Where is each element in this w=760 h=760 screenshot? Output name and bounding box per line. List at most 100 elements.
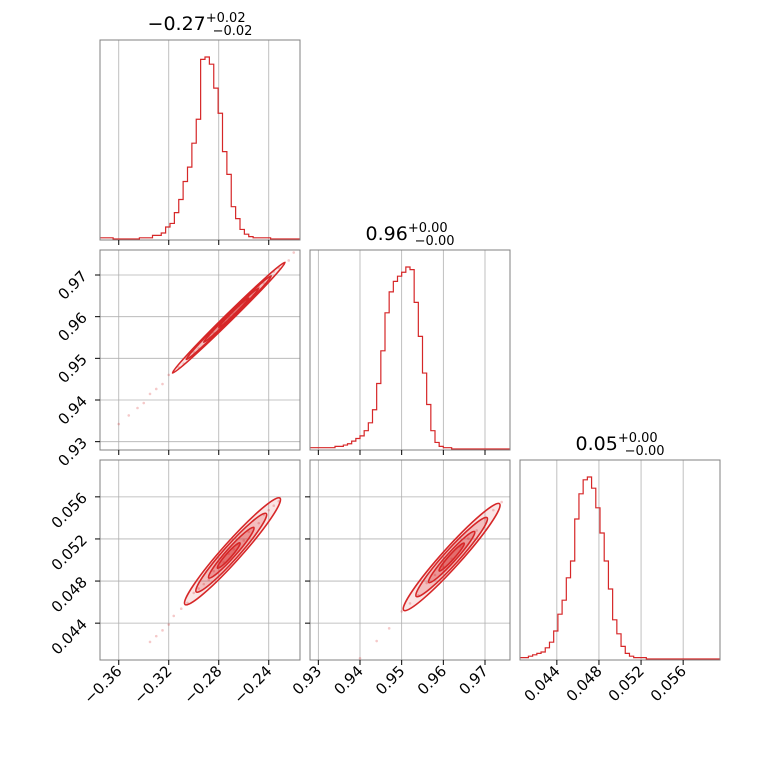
scatter-point xyxy=(242,539,246,542)
scatter-point xyxy=(186,601,189,605)
scatter-point xyxy=(267,508,271,512)
contour-line xyxy=(402,502,501,612)
scatter-point xyxy=(433,573,437,577)
scatter-point xyxy=(154,387,158,391)
scatter-point xyxy=(387,627,391,630)
title-plus: +0.00 xyxy=(408,221,448,236)
scatter-point xyxy=(358,657,362,660)
x-tick-label: 0.95 xyxy=(372,662,408,698)
contour-line xyxy=(207,526,255,579)
scatter-point xyxy=(475,529,478,532)
x-tick-label: −0.28 xyxy=(180,662,225,707)
title-minus: −0.02 xyxy=(213,24,253,39)
y-tick-label: 0.95 xyxy=(54,350,90,386)
contour-fill xyxy=(415,517,488,597)
scatter-point xyxy=(272,504,276,508)
contour-fill xyxy=(172,262,286,374)
scatter-point xyxy=(202,582,206,586)
y-tick-label: 0.97 xyxy=(54,267,90,303)
scatter-point xyxy=(161,629,164,632)
scatter-point xyxy=(148,640,152,644)
contour-fill xyxy=(203,288,259,343)
scatter-point xyxy=(375,639,378,643)
scatter-point xyxy=(167,623,171,626)
scatter-point xyxy=(207,578,211,582)
scatter-point xyxy=(292,251,296,254)
y-tick-label: 0.048 xyxy=(48,573,91,616)
panel-frame xyxy=(309,249,511,451)
scatter-point xyxy=(172,614,176,618)
x-tick-label: 0.94 xyxy=(330,662,366,698)
hist-panel-1: 0.96+0.00 −0.00 xyxy=(309,221,511,455)
y-tick-label: 0.96 xyxy=(54,309,90,345)
y-tick-label: 0.052 xyxy=(48,531,91,574)
contour-line xyxy=(216,542,241,570)
panel-frame xyxy=(99,459,301,661)
hist-step-line xyxy=(100,56,300,240)
x-tick-label: 0.048 xyxy=(563,662,606,705)
scatter-point xyxy=(192,591,196,595)
scatter-point xyxy=(257,521,261,525)
y-tick-label: 0.044 xyxy=(48,615,91,658)
contour-line xyxy=(438,542,466,572)
scatter-point xyxy=(148,392,152,396)
title-value: 0.05 xyxy=(576,433,618,455)
title-plus: +0.00 xyxy=(618,431,658,446)
panel-content xyxy=(358,500,503,660)
scatter-point xyxy=(212,569,216,573)
scatter-point xyxy=(136,406,139,410)
scatter-point xyxy=(467,537,470,540)
contour-line xyxy=(185,275,273,361)
scatter-point xyxy=(197,587,201,590)
contour-fill xyxy=(186,275,272,360)
scatter-point xyxy=(277,500,281,503)
panel-content xyxy=(148,496,282,644)
x-tick-label: 0.96 xyxy=(414,662,450,698)
panel-content xyxy=(117,251,296,426)
panel-frame xyxy=(99,39,301,241)
panel-frame xyxy=(99,249,301,451)
scatter-point xyxy=(127,414,131,417)
x-tick-label: 0.056 xyxy=(647,662,690,705)
scatter-panel-0: 0.93 0.94 0.95 0.96 0.97 xyxy=(54,249,301,470)
panel-title: 0.96+0.00 −0.00 xyxy=(366,221,455,249)
x-tick-label: 0.97 xyxy=(455,662,491,698)
contour-fill xyxy=(195,513,267,593)
scatter-point xyxy=(247,530,251,534)
contour-fill xyxy=(208,527,255,579)
panel-title: 0.05+0.00 −0.00 xyxy=(576,431,665,459)
panel-frame xyxy=(519,459,721,661)
y-tick-label: 0.94 xyxy=(54,392,90,428)
title-plus: +0.02 xyxy=(206,11,246,26)
contour-fill xyxy=(403,503,501,611)
hist-panel-0: −0.27+0.02 −0.02 xyxy=(99,11,301,245)
scatter-point xyxy=(425,581,428,585)
contour-line xyxy=(195,512,268,594)
contour-fill xyxy=(218,297,249,328)
contour-fill xyxy=(428,531,475,583)
scatter-point xyxy=(179,607,183,611)
hist-panel-2: 0.044 0.048 0.052 0.056 0.05+0.00 −0.00 xyxy=(519,431,721,705)
contour-fill xyxy=(439,543,465,572)
scatter-point xyxy=(161,382,164,386)
scatter-panel-2: 0.93 0.94 0.95 0.96 0.97 xyxy=(289,459,511,698)
y-tick-label: 0.93 xyxy=(54,434,90,470)
scatter-point xyxy=(154,634,158,638)
contour-line xyxy=(415,516,489,598)
x-tick-label: 0.044 xyxy=(521,662,564,705)
title-minus: −0.00 xyxy=(625,444,665,459)
scatter-point xyxy=(500,500,503,504)
title-minus: −0.00 xyxy=(415,234,455,249)
contour-line xyxy=(217,297,250,329)
scatter-point xyxy=(167,373,171,377)
scatter-point xyxy=(232,548,236,551)
hist-step-line xyxy=(520,476,720,660)
scatter-point xyxy=(287,259,291,262)
x-tick-label: −0.24 xyxy=(230,662,275,707)
panel-frame xyxy=(309,459,511,661)
scatter-point xyxy=(492,508,495,512)
contour-line xyxy=(427,530,476,584)
scatter-point xyxy=(400,610,403,613)
scatter-point xyxy=(142,401,146,405)
